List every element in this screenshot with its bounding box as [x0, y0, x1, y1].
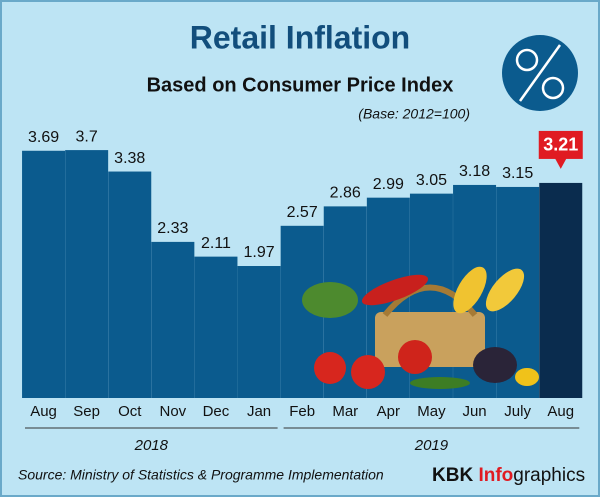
- x-tick-label: Aug: [547, 403, 574, 420]
- value-label: 2.11: [201, 235, 231, 252]
- x-tick-label: Apr: [377, 403, 400, 420]
- tomato: [398, 340, 432, 374]
- value-label: 3.05: [416, 172, 447, 189]
- x-tick-label: Feb: [289, 403, 315, 420]
- brand-part: KBK: [432, 465, 473, 486]
- source: Source: Ministry of Statistics & Program…: [18, 467, 384, 483]
- group-label: 2018: [134, 437, 169, 454]
- greens: [302, 282, 358, 318]
- x-tick-label: Jun: [462, 403, 486, 420]
- tomato: [351, 355, 385, 389]
- vegetables-illustration: [302, 266, 539, 389]
- value-label: 3.7: [76, 128, 98, 145]
- chart-subtitle: Based on Consumer Price Index: [147, 74, 454, 96]
- brand: KBK Infographics: [432, 465, 585, 486]
- x-axis: Aug Sep Oct Nov Dec Jan 2018 Feb Mar Apr May Jun Jul…: [25, 403, 580, 454]
- value-label: 2.86: [330, 185, 361, 202]
- value-label-box: [538, 130, 583, 159]
- brand-part: Info: [478, 465, 513, 486]
- bar: [194, 256, 238, 398]
- x-tick-label: Mar: [332, 403, 358, 420]
- bar: [237, 266, 281, 398]
- x-tick-label: Aug: [30, 403, 57, 420]
- icon-dot: [515, 48, 539, 72]
- value-label-pointer: [554, 157, 567, 169]
- x-tick-label: July: [504, 403, 531, 420]
- bar: [151, 241, 195, 398]
- x-tick-label: May: [417, 403, 446, 420]
- corn: [453, 266, 487, 314]
- bar: [22, 150, 66, 398]
- brand-part: graphics: [513, 465, 585, 486]
- x-tick-label: Dec: [203, 403, 230, 420]
- group-label: 2019: [414, 437, 449, 454]
- tomato: [314, 352, 346, 384]
- value-label: 2.33: [157, 220, 188, 237]
- base-note: (Base: 2012=100): [358, 106, 470, 122]
- value-label: 3.69: [28, 129, 59, 146]
- percent-icon: [502, 35, 578, 111]
- beans: [410, 377, 470, 389]
- x-tick-label: Sep: [73, 403, 100, 420]
- icon-slash: [518, 44, 562, 102]
- value-label: 1.97: [243, 244, 274, 261]
- value-label: 2.99: [373, 176, 404, 193]
- pepper: [361, 274, 429, 306]
- bar: [108, 171, 152, 398]
- yellow-pepper: [515, 368, 539, 386]
- bars: 3.69 3.7 3.38 2.33 2.11 1.97 2.57 2.86 2.99 3.05 3…: [22, 128, 583, 398]
- bar: [539, 182, 583, 398]
- x-tick-label: Oct: [118, 403, 142, 420]
- eggplant: [473, 347, 517, 383]
- value-label: 3.21: [543, 135, 578, 155]
- x-tick-label: Nov: [160, 403, 187, 420]
- chart-title: Retail Inflation: [190, 19, 410, 55]
- value-label: 3.18: [459, 163, 490, 180]
- value-label: 3.38: [114, 150, 145, 167]
- value-label: 2.57: [287, 204, 318, 221]
- x-tick-label: Jan: [247, 403, 271, 420]
- icon-dot: [541, 76, 565, 100]
- value-label: 3.15: [502, 165, 533, 182]
- corn: [485, 268, 525, 312]
- bar: [65, 150, 109, 398]
